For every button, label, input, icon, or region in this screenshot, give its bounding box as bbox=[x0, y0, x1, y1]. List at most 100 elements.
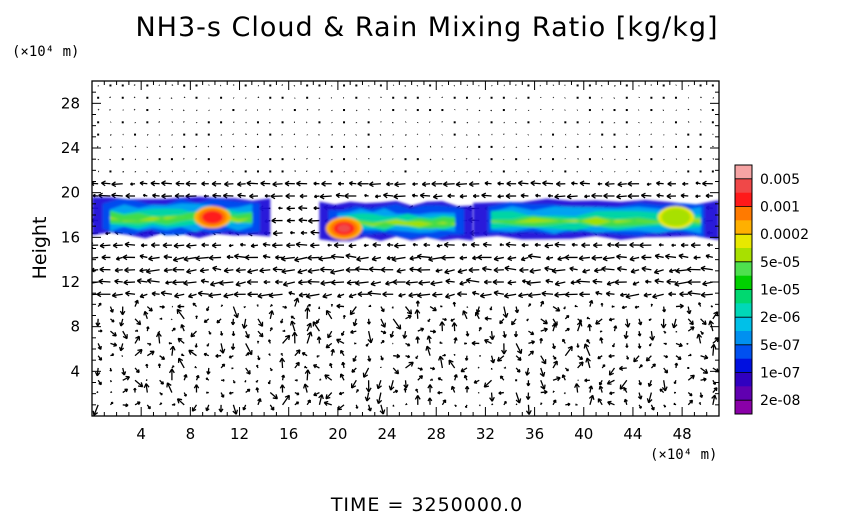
x-tick-label: 16 bbox=[279, 425, 298, 443]
wind-vector bbox=[609, 391, 615, 396]
wind-vector bbox=[122, 170, 125, 173]
wind-vector bbox=[350, 329, 357, 335]
y-tick-label: 8 bbox=[70, 318, 80, 336]
wind-vector bbox=[343, 145, 346, 148]
wind-vector bbox=[674, 96, 677, 99]
wind-vector bbox=[109, 84, 112, 87]
wind-vector bbox=[577, 355, 584, 361]
wind-vector bbox=[224, 181, 234, 187]
wind-vector bbox=[598, 385, 604, 393]
wind-vector bbox=[613, 109, 616, 112]
wind-vector bbox=[414, 395, 421, 405]
wind-vector bbox=[122, 388, 129, 394]
wind-vector bbox=[180, 353, 185, 357]
wind-vector bbox=[257, 292, 271, 299]
wind-vector bbox=[698, 302, 702, 307]
wind-vector bbox=[124, 267, 136, 274]
wind-vector bbox=[364, 193, 369, 198]
wind-vector bbox=[218, 404, 224, 413]
wind-vector bbox=[435, 268, 443, 273]
wind-vector bbox=[527, 84, 530, 87]
wind-vector bbox=[150, 242, 160, 248]
wind-vector bbox=[160, 290, 173, 297]
wind-vector bbox=[171, 84, 174, 86]
wind-vector bbox=[662, 84, 665, 87]
wind-vector bbox=[515, 158, 518, 161]
colorbar-swatch bbox=[735, 344, 752, 359]
wind-vector bbox=[316, 355, 320, 358]
wind-vector bbox=[499, 375, 505, 381]
wind-vector bbox=[638, 404, 642, 409]
wind-vector bbox=[186, 268, 197, 275]
wind-vector bbox=[552, 376, 561, 382]
wind-vector bbox=[502, 109, 505, 112]
wind-vector bbox=[462, 310, 468, 320]
wind-vector bbox=[122, 254, 136, 261]
wind-vector bbox=[271, 217, 283, 224]
wind-vector bbox=[367, 121, 370, 124]
wind-vector bbox=[416, 84, 419, 87]
wind-vector bbox=[650, 158, 653, 161]
wind-vector bbox=[298, 205, 308, 211]
colorbar-swatch bbox=[735, 400, 752, 415]
wind-vector bbox=[554, 241, 566, 248]
wind-vector bbox=[121, 96, 124, 99]
colorbar-swatch bbox=[735, 220, 752, 235]
wind-vector bbox=[564, 291, 578, 298]
wind-vector bbox=[286, 242, 295, 249]
wind-vector bbox=[371, 255, 382, 262]
wind-vector bbox=[342, 314, 346, 319]
wind-vector bbox=[193, 384, 200, 393]
wind-vector bbox=[205, 306, 210, 312]
wind-vector bbox=[307, 267, 320, 274]
wind-vector bbox=[588, 84, 591, 87]
wind-vector bbox=[163, 254, 172, 260]
wind-vector bbox=[182, 157, 185, 160]
wind-vector bbox=[147, 342, 152, 346]
wind-vector bbox=[319, 378, 322, 381]
wind-vector bbox=[408, 292, 418, 299]
wind-vector bbox=[256, 170, 259, 173]
wind-vector bbox=[109, 158, 111, 161]
wind-vector bbox=[598, 379, 603, 386]
wind-vector bbox=[539, 337, 544, 344]
wind-vector bbox=[608, 367, 616, 376]
wind-vector bbox=[493, 290, 504, 297]
wind-vector bbox=[461, 242, 468, 247]
wind-vector bbox=[592, 242, 603, 249]
wind-vector bbox=[502, 96, 505, 99]
wind-vector bbox=[309, 242, 320, 249]
wind-vector bbox=[526, 318, 529, 322]
wind-vector bbox=[145, 379, 148, 381]
wind-vector bbox=[393, 193, 406, 200]
wind-vector bbox=[545, 278, 554, 284]
wind-vector bbox=[330, 145, 333, 148]
wind-vector bbox=[142, 193, 148, 198]
wind-vector bbox=[146, 306, 153, 312]
wind-vector bbox=[348, 243, 357, 249]
wind-vector bbox=[233, 253, 246, 260]
wind-vector bbox=[541, 290, 554, 297]
wind-vector bbox=[634, 305, 640, 309]
x-axis: 4 8 12 16 20 24 28 32 36 40 44 48 bbox=[103, 81, 708, 443]
wind-vector bbox=[452, 301, 457, 307]
wind-vector bbox=[289, 320, 296, 332]
wind-vector bbox=[183, 255, 197, 262]
wind-vector bbox=[575, 403, 578, 406]
wind-vector bbox=[404, 158, 407, 161]
wind-vector bbox=[545, 255, 554, 261]
wind-vector bbox=[376, 392, 383, 405]
wind-vector bbox=[385, 280, 394, 286]
wind-vector bbox=[146, 326, 150, 332]
wind-vector bbox=[307, 278, 320, 285]
wind-vector bbox=[183, 121, 185, 123]
wind-vector bbox=[195, 84, 198, 87]
wind-vector bbox=[535, 193, 541, 198]
wind-vector bbox=[298, 217, 308, 223]
wind-vector bbox=[354, 280, 369, 286]
wind-vector bbox=[459, 255, 468, 261]
wind-vector bbox=[368, 304, 372, 308]
wind-vector bbox=[161, 180, 172, 187]
wind-vector bbox=[338, 391, 345, 396]
wind-vector bbox=[475, 306, 481, 314]
